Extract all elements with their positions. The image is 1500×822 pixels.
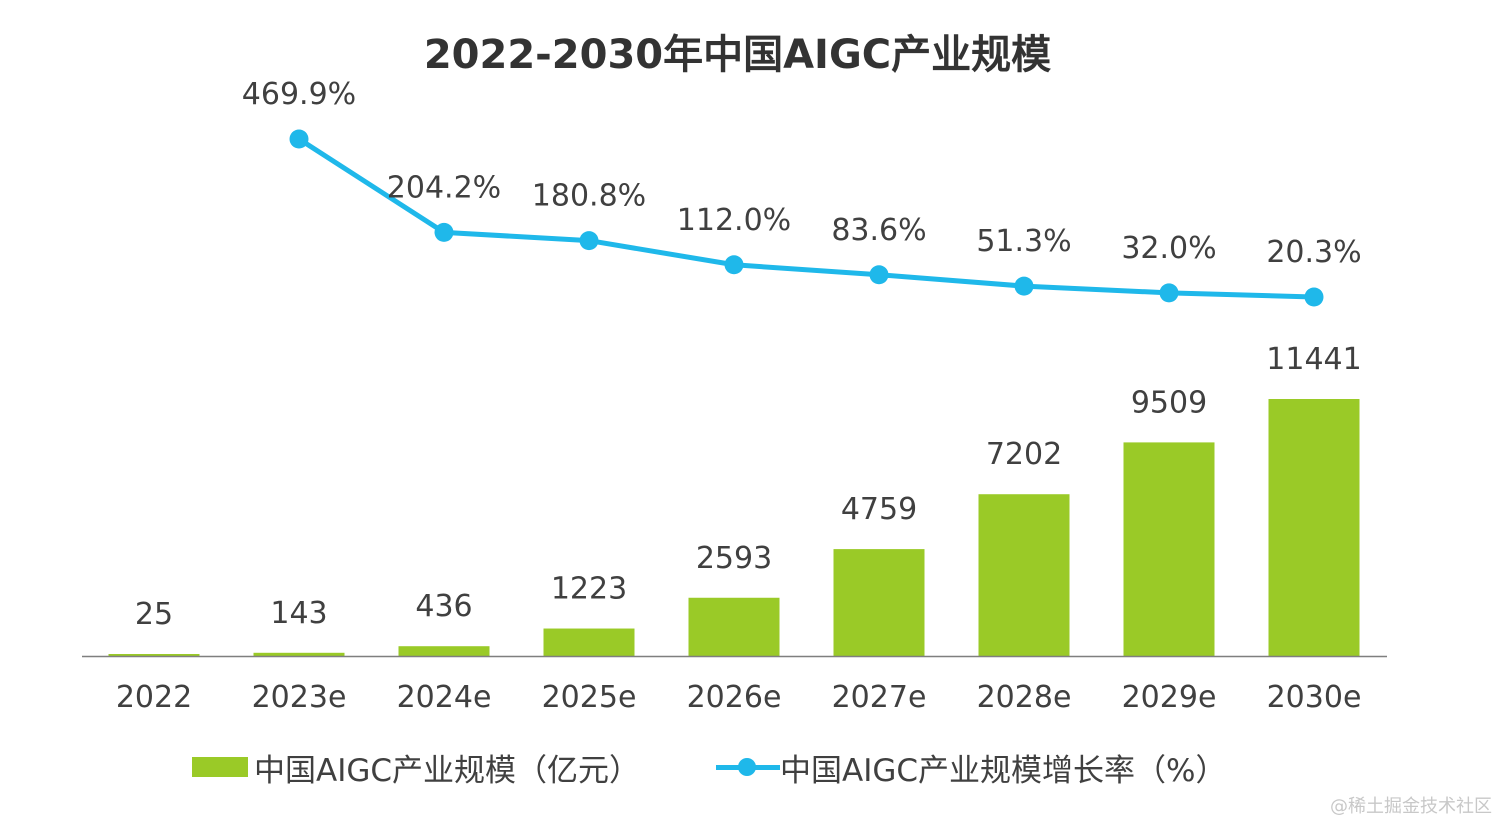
bar-label-2030e: 11441 (1266, 342, 1361, 377)
growth-label-2030e: 20.3% (1266, 235, 1361, 270)
bar-label-2029e: 9509 (1131, 385, 1207, 420)
bar-label-2023e: 143 (270, 596, 327, 631)
bar-label-2027e: 4759 (841, 492, 917, 527)
x-tick-2028e: 2028e (977, 680, 1072, 715)
bar-2028e (978, 494, 1070, 656)
bar-label-2026e: 2593 (696, 541, 772, 576)
x-tick-2024e: 2024e (397, 680, 492, 715)
legend-line-swatch (716, 757, 780, 777)
bar-label-2024e: 436 (415, 589, 472, 624)
growth-label-2027e: 83.6% (831, 213, 926, 248)
growth-label-2026e: 112.0% (677, 203, 791, 238)
growth-label-2023e: 469.9% (242, 77, 356, 112)
x-tick-2027e: 2027e (832, 680, 927, 715)
growth-point-2027e (869, 265, 889, 285)
bar-2026e (688, 597, 780, 656)
bar-2027e (833, 549, 925, 656)
x-tick-2029e: 2029e (1122, 680, 1217, 715)
growth-point-2023e (289, 129, 309, 149)
legend-bar-label: 中国AIGC产业规模（亿元） (254, 752, 641, 789)
bar-2022 (108, 654, 200, 656)
growth-point-2025e (579, 231, 599, 251)
watermark: @稀土掘金技术社区 (1330, 796, 1492, 817)
chart-title: 2022-2030年中国AIGC产业规模 (423, 32, 1052, 78)
growth-line (297, 136, 1315, 300)
x-tick-2023e: 2023e (252, 680, 347, 715)
bar-2024e (398, 646, 490, 656)
bar-2025e (543, 628, 635, 656)
bar-2023e (253, 652, 345, 656)
growth-label-2029e: 32.0% (1121, 231, 1216, 266)
aigc-market-chart: 25 143 436 1223 2593 4759 7202 9509 11441 2022 202… (82, 77, 1387, 715)
bar-label-2022: 25 (135, 597, 173, 632)
bar-label-2025e: 1223 (551, 572, 627, 607)
legend-bar-swatch (192, 757, 248, 777)
growth-point-2026e (724, 255, 744, 275)
growth-point-2029e (1159, 283, 1179, 303)
growth-label-2025e: 180.8% (532, 179, 646, 214)
x-tick-2022: 2022 (116, 680, 192, 715)
x-tick-2025e: 2025e (542, 680, 637, 715)
bar-label-2028e: 7202 (986, 437, 1062, 472)
growth-label-2028e: 51.3% (976, 224, 1071, 259)
growth-point-2024e (434, 222, 454, 242)
bar-2029e (1123, 442, 1215, 656)
x-tick-2026e: 2026e (687, 680, 782, 715)
legend-item-bar: 中国AIGC产业规模（亿元） (192, 742, 640, 792)
growth-point-2030e (1304, 287, 1324, 307)
x-tick-2030e: 2030e (1267, 680, 1362, 715)
bar-2030e (1268, 399, 1360, 656)
legend-line-label: 中国AIGC产业规模增长率（%） (780, 752, 1227, 789)
growth-point-2028e (1014, 276, 1034, 296)
growth-label-2024e: 204.2% (387, 170, 501, 205)
legend-item-line: 中国AIGC产业规模增长率（%） (716, 742, 1226, 792)
